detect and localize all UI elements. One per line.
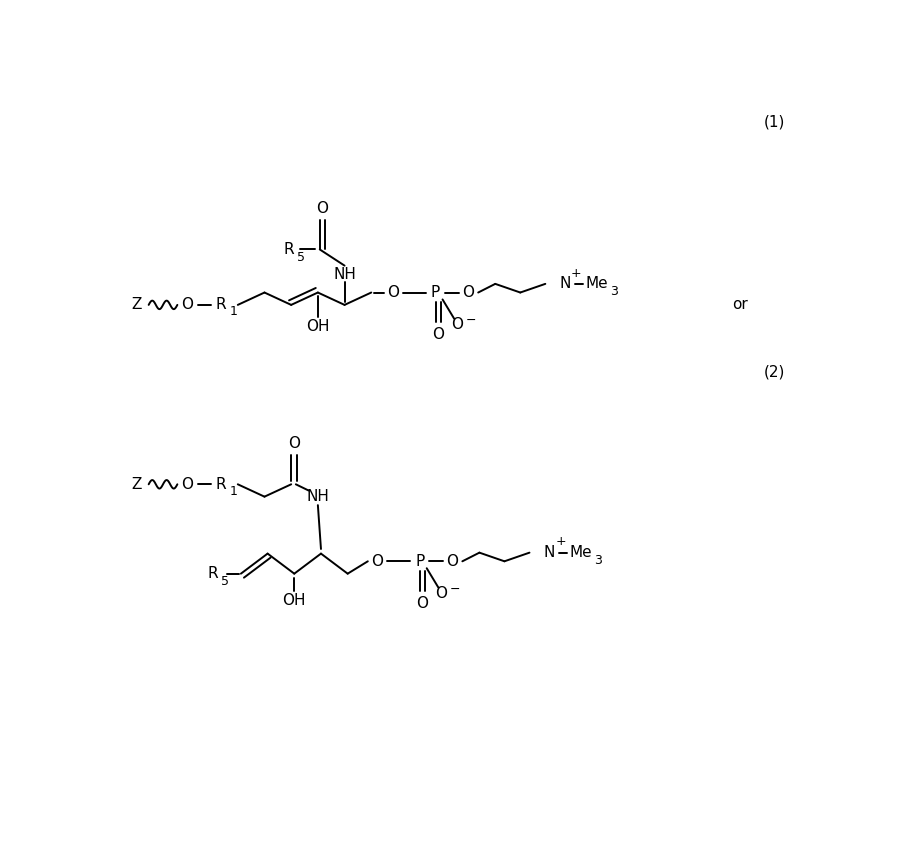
Text: 3: 3 xyxy=(594,554,603,567)
Text: O: O xyxy=(316,201,329,216)
Text: Z: Z xyxy=(132,477,142,492)
Text: R: R xyxy=(207,566,218,581)
Text: O: O xyxy=(371,553,383,569)
Text: (2): (2) xyxy=(764,365,786,379)
Text: O: O xyxy=(387,285,399,300)
Text: −: − xyxy=(450,583,461,596)
Text: P: P xyxy=(431,285,440,300)
Text: N: N xyxy=(544,545,555,560)
Text: P: P xyxy=(415,553,425,569)
Text: N: N xyxy=(559,276,571,291)
Text: Z: Z xyxy=(132,297,142,313)
Text: O: O xyxy=(181,477,193,492)
Text: 1: 1 xyxy=(229,485,237,498)
Text: −: − xyxy=(466,313,477,326)
Text: 1: 1 xyxy=(229,306,237,319)
Text: R: R xyxy=(216,297,226,313)
Text: NH: NH xyxy=(333,267,356,281)
Text: or: or xyxy=(732,297,748,313)
Text: O: O xyxy=(462,285,474,300)
Text: Me: Me xyxy=(585,276,608,291)
Text: O: O xyxy=(432,327,445,342)
Text: 5: 5 xyxy=(297,250,305,263)
Text: 3: 3 xyxy=(611,285,618,298)
Text: O: O xyxy=(446,553,458,569)
Text: Me: Me xyxy=(569,545,592,560)
Text: O: O xyxy=(288,436,300,451)
Text: NH: NH xyxy=(306,489,330,504)
Text: R: R xyxy=(284,242,294,257)
Text: (1): (1) xyxy=(764,115,786,130)
Text: O: O xyxy=(452,317,463,333)
Text: +: + xyxy=(555,535,566,548)
Text: R: R xyxy=(216,477,226,492)
Text: 5: 5 xyxy=(222,575,229,588)
Text: O: O xyxy=(436,586,447,601)
Text: +: + xyxy=(571,267,582,280)
Text: OH: OH xyxy=(283,593,306,608)
Text: O: O xyxy=(417,596,428,611)
Text: OH: OH xyxy=(306,319,330,334)
Text: O: O xyxy=(181,297,193,313)
